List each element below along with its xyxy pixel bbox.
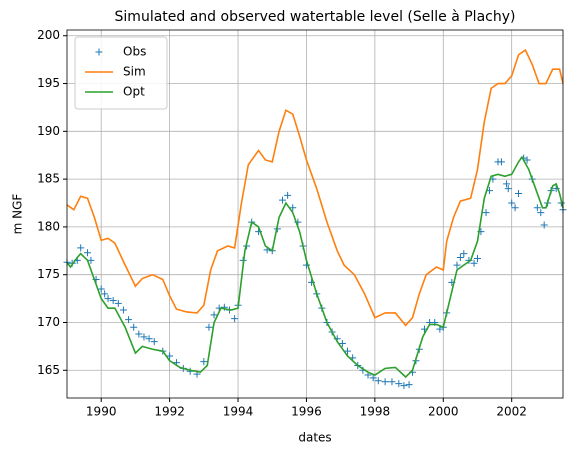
data-point xyxy=(497,158,505,166)
data-point xyxy=(400,382,408,390)
legend-label: Obs xyxy=(123,45,146,59)
data-point xyxy=(395,380,403,388)
y-tick-label: 195 xyxy=(37,76,60,90)
data-point xyxy=(503,180,511,188)
data-point xyxy=(460,250,468,258)
x-tick-label: 1990 xyxy=(86,405,117,419)
data-point xyxy=(369,374,377,382)
data-point xyxy=(109,297,117,305)
data-point xyxy=(523,156,531,164)
data-point xyxy=(381,378,389,386)
data-point xyxy=(470,259,478,267)
y-axis-label: m NGF xyxy=(11,194,25,235)
x-axis-label: dates xyxy=(298,431,331,445)
data-point xyxy=(508,199,516,207)
data-point xyxy=(97,285,105,293)
legend-marker xyxy=(95,48,103,56)
data-point xyxy=(125,316,133,324)
data-point xyxy=(456,253,464,261)
plot-frame xyxy=(66,29,564,399)
data-point xyxy=(87,256,95,264)
series-line xyxy=(66,48,564,327)
legend-label: Sim xyxy=(123,65,146,79)
x-tick-label: 2002 xyxy=(496,405,527,419)
x-tick-label: 1998 xyxy=(360,405,391,419)
data-point xyxy=(77,244,85,252)
data-point xyxy=(205,323,213,331)
y-tick-label: 180 xyxy=(37,219,60,233)
data-point xyxy=(338,340,346,348)
legend-label: Opt xyxy=(123,85,145,99)
data-point xyxy=(289,204,297,212)
data-point xyxy=(537,209,545,217)
series-line xyxy=(66,155,564,379)
data-point xyxy=(119,306,127,314)
data-point xyxy=(504,185,512,193)
x-tick-label: 1992 xyxy=(154,405,185,419)
data-point xyxy=(231,315,239,323)
data-point xyxy=(210,311,218,319)
data-point xyxy=(135,330,143,338)
data-point xyxy=(343,347,351,355)
data-point xyxy=(150,338,158,346)
y-tick-label: 190 xyxy=(37,124,60,138)
data-point xyxy=(145,335,153,343)
data-point xyxy=(388,378,396,386)
data-point xyxy=(515,189,523,197)
data-point xyxy=(130,323,138,331)
data-point xyxy=(200,358,208,366)
data-point xyxy=(101,290,109,298)
data-point xyxy=(511,204,519,212)
data-point xyxy=(166,352,174,360)
data-point xyxy=(540,221,548,229)
y-tick-label: 175 xyxy=(37,267,60,281)
data-point xyxy=(84,249,92,257)
data-point xyxy=(279,196,287,204)
data-point xyxy=(104,295,112,303)
data-point xyxy=(405,381,413,389)
y-tick-label: 170 xyxy=(37,315,60,329)
data-point xyxy=(374,377,382,385)
y-tick-label: 185 xyxy=(37,172,60,186)
x-tick-label: 1994 xyxy=(223,405,254,419)
data-point xyxy=(482,209,490,217)
legend-box xyxy=(74,36,168,110)
data-point xyxy=(453,261,461,269)
y-tick-label: 200 xyxy=(37,28,60,42)
x-tick-label: 2000 xyxy=(428,405,459,419)
data-point xyxy=(473,254,481,262)
data-point xyxy=(284,191,292,199)
y-tick-label: 165 xyxy=(37,363,60,377)
x-tick-label: 1996 xyxy=(291,405,322,419)
data-point xyxy=(140,333,148,341)
data-point xyxy=(533,204,541,212)
data-point xyxy=(114,299,122,307)
chart-title: Simulated and observed watertable level … xyxy=(115,9,516,25)
